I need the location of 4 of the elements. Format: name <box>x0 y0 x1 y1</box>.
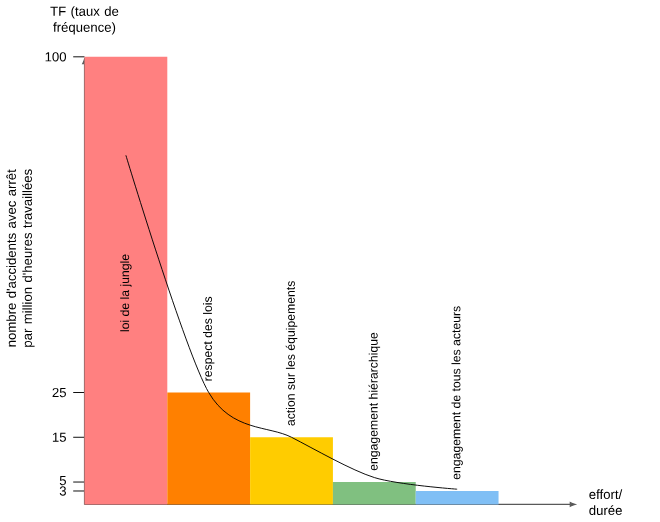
bar <box>167 392 251 505</box>
bar <box>250 437 333 505</box>
bar <box>415 491 499 505</box>
bar <box>332 482 416 505</box>
